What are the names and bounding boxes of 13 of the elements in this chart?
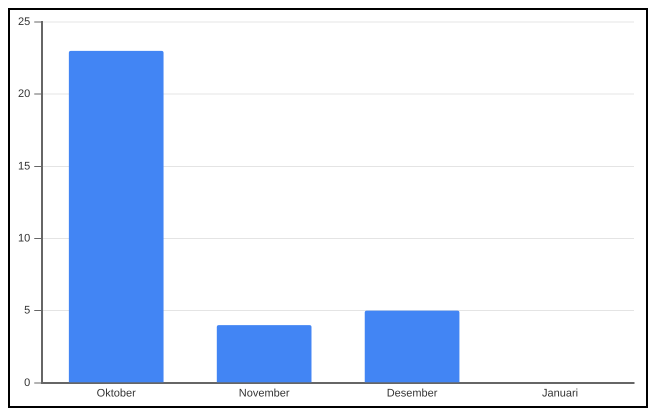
y-tick-label: 5 — [24, 304, 30, 317]
y-tick-label: 20 — [18, 88, 30, 100]
y-tick-label: 15 — [18, 160, 30, 172]
x-tick-label: Desember — [386, 387, 438, 400]
x-tick-label: Oktober — [96, 387, 136, 400]
y-tick-label: 25 — [18, 16, 30, 28]
y-tick-label: 10 — [18, 232, 30, 245]
bar — [216, 325, 312, 382]
y-tick-label: 0 — [24, 376, 30, 389]
bar — [364, 310, 460, 382]
x-tick-label: November — [238, 387, 290, 400]
x-tick-label: Januari — [542, 387, 578, 400]
bar — [68, 50, 164, 382]
